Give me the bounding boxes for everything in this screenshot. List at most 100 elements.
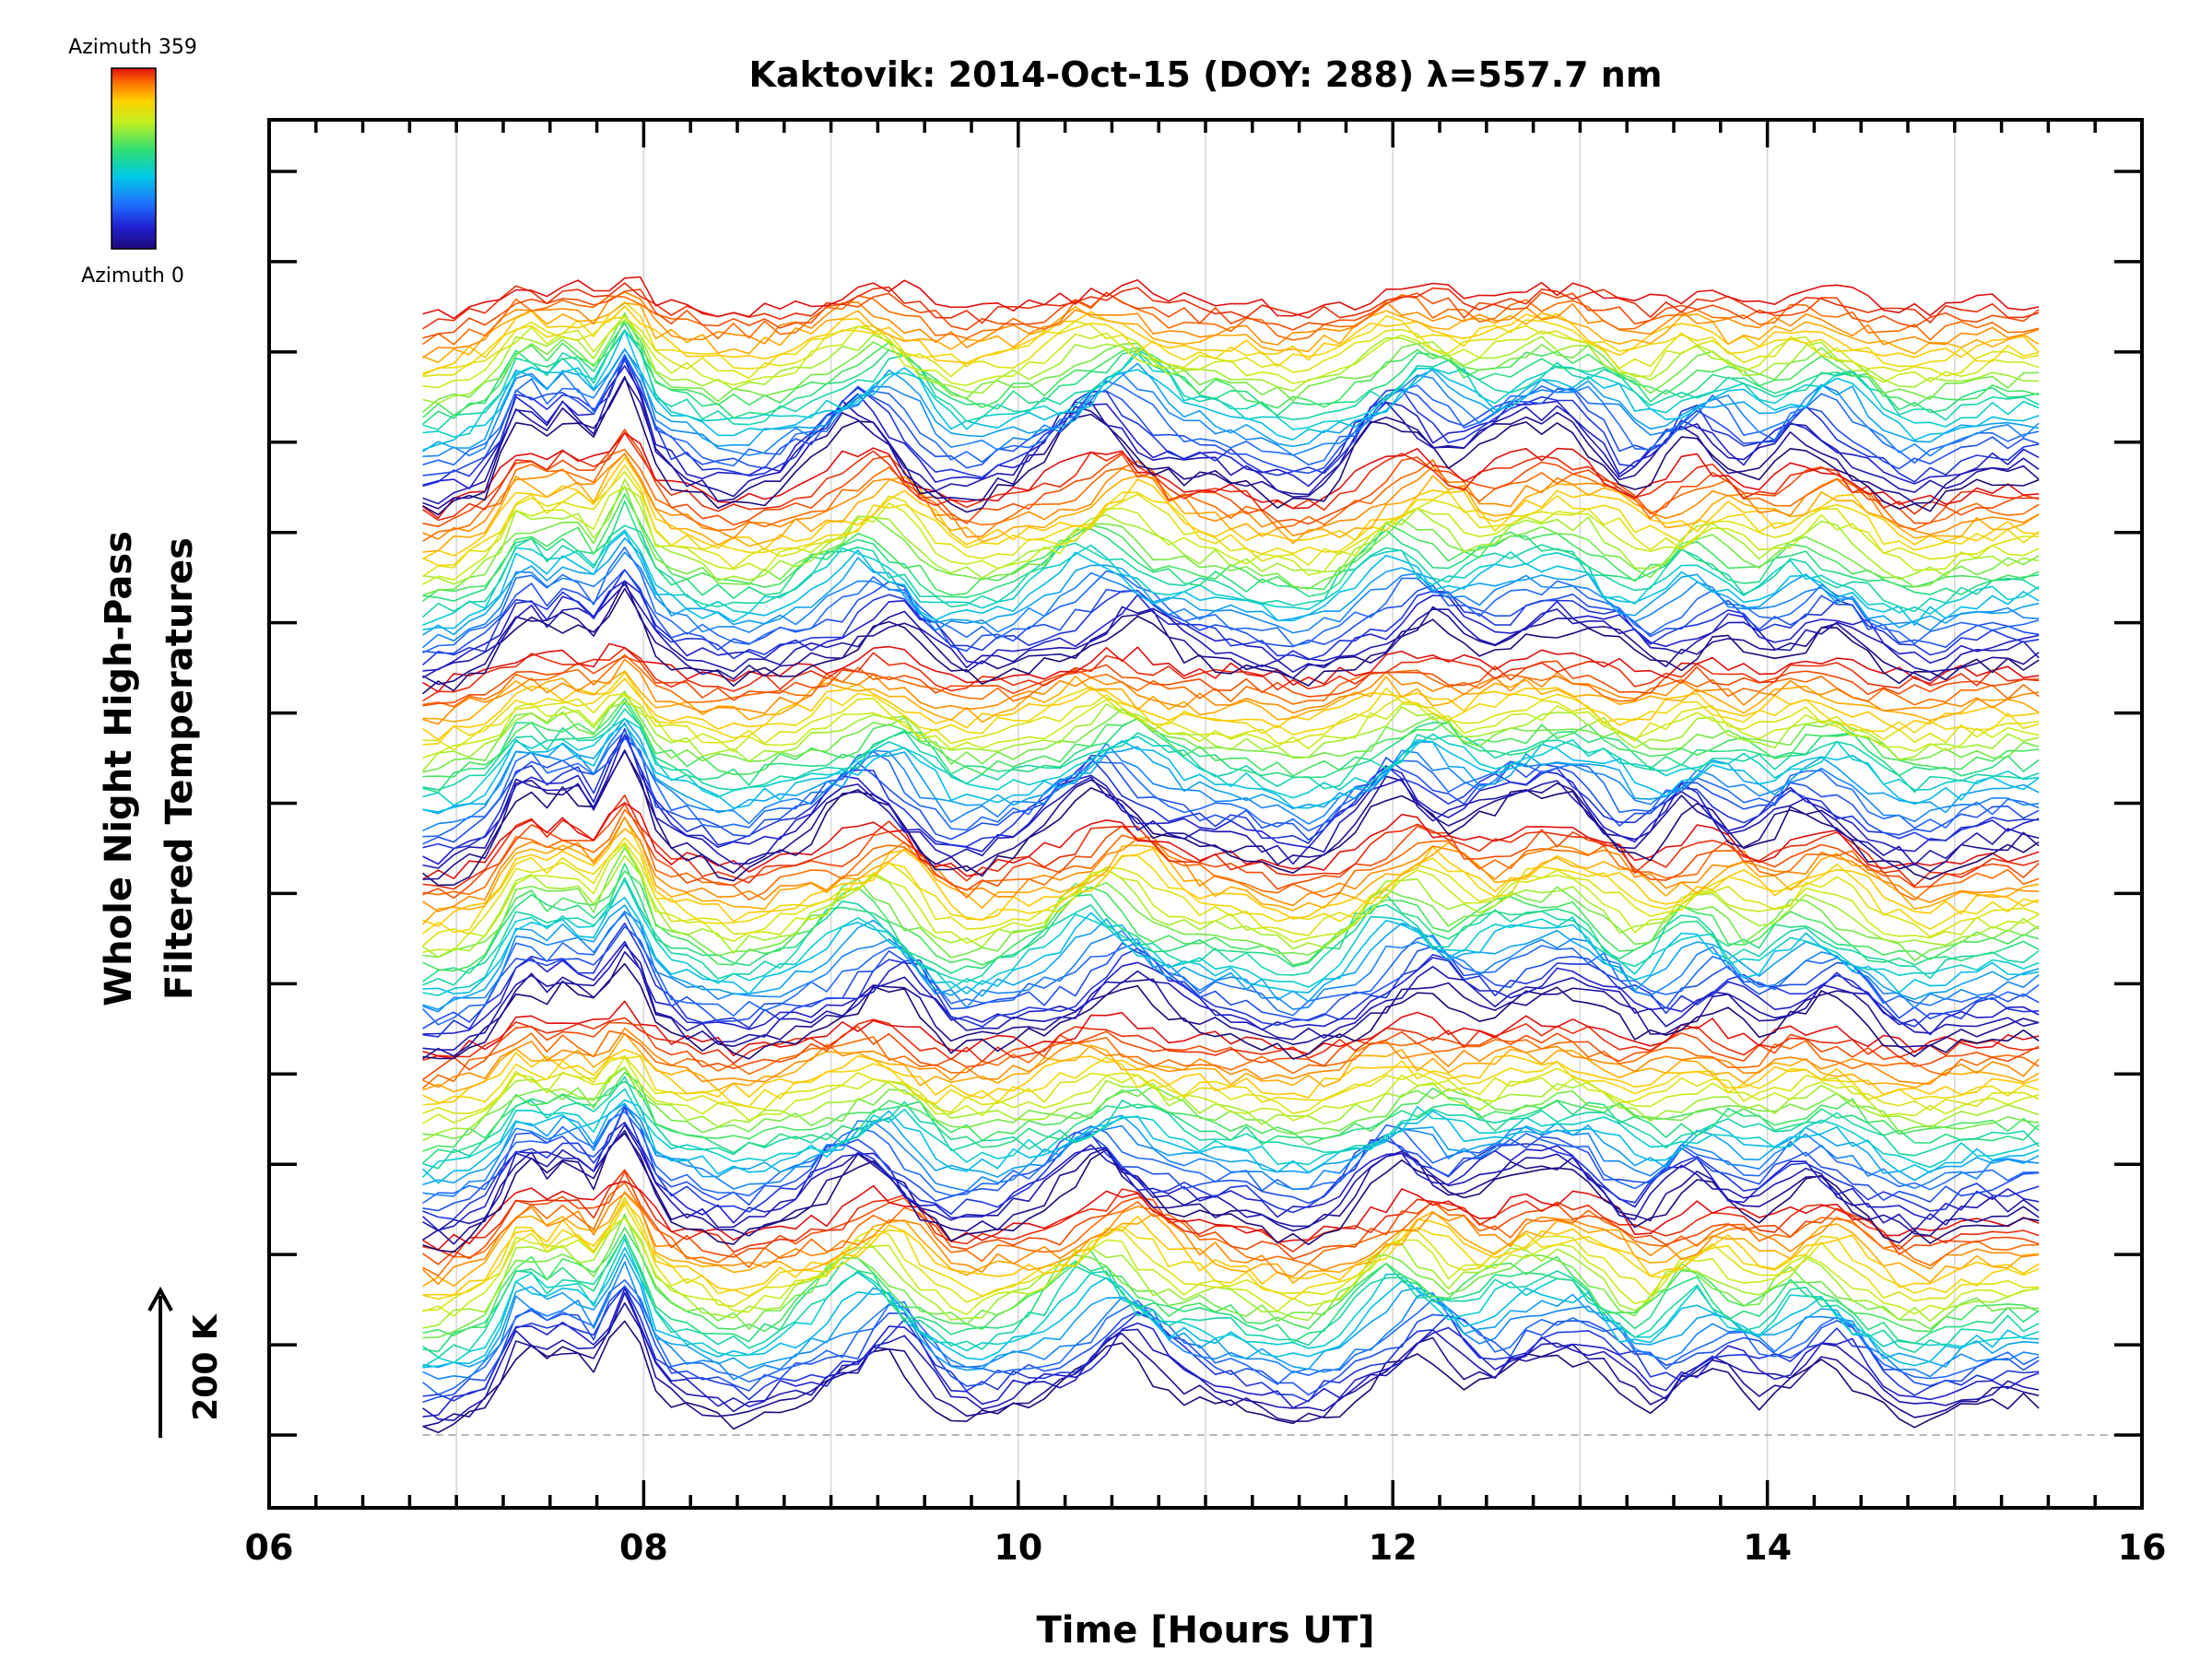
x-axis-label: Time [Hours UT] [1037, 1609, 1375, 1652]
series-line-azimuth [422, 1122, 2040, 1231]
series-line-azimuth [422, 322, 2040, 425]
x-tick-label: 08 [619, 1527, 668, 1568]
series-line-azimuth [422, 730, 2040, 838]
series-line-azimuth [422, 912, 2040, 1026]
series-line-azimuth [422, 808, 2040, 901]
series-line-azimuth [422, 305, 2040, 374]
series-line-azimuth [422, 1106, 2040, 1220]
series-line-azimuth [422, 1032, 2040, 1093]
series-line-azimuth [422, 377, 2040, 510]
series-line-azimuth [422, 353, 2040, 467]
colorbar-gradient [111, 67, 157, 250]
series-line-azimuth [422, 582, 2040, 679]
series-line-azimuth [422, 843, 2040, 953]
series-line-azimuth [422, 453, 2040, 540]
series-line-azimuth [422, 1021, 2040, 1081]
series-line-azimuth [422, 537, 2040, 636]
series-line-azimuth [422, 359, 2040, 505]
colorbar: Azimuth 359 Azimuth 0 [68, 36, 197, 288]
series-line-azimuth [422, 1049, 2040, 1104]
series-line-azimuth [422, 670, 2040, 724]
series-line-azimuth [422, 1285, 2040, 1404]
series-line-azimuth [422, 724, 2040, 813]
series-line-azimuth [422, 314, 2040, 389]
series-line-azimuth [422, 1066, 2040, 1142]
series-line-azimuth [422, 1291, 2040, 1421]
series-line-azimuth [422, 962, 2040, 1060]
series-line-azimuth [422, 319, 2040, 405]
series-line-azimuth [422, 1191, 2040, 1288]
series-line-azimuth [422, 500, 2040, 602]
series-line-azimuth [422, 708, 2040, 794]
series-line-azimuth [422, 1217, 2040, 1317]
series-line-azimuth [422, 486, 2040, 585]
series-line-azimuth [422, 828, 2040, 925]
series-line-azimuth [422, 330, 2040, 430]
series-line-azimuth [422, 1247, 2040, 1369]
series-line-azimuth [422, 816, 2040, 927]
series-line-azimuth [422, 697, 2040, 778]
series-line-azimuth [422, 1017, 2040, 1065]
series-line-azimuth [422, 658, 2040, 725]
series-line-azimuth [422, 580, 2040, 686]
series-layer [421, 276, 2040, 1434]
series-line-azimuth [422, 694, 2040, 759]
chart-title: Kaktovik: 2014-Oct-15 (DOY: 288) λ=557.7… [749, 54, 1663, 95]
x-tick-label: 16 [2118, 1527, 2167, 1568]
series-line-azimuth [422, 655, 2040, 707]
series-line-azimuth [422, 429, 2040, 528]
series-line-azimuth [422, 448, 2040, 542]
series-line-azimuth [422, 431, 2040, 522]
series-line-azimuth [422, 925, 2040, 1030]
series-line-azimuth [422, 722, 2040, 832]
series-line-azimuth [422, 854, 2040, 959]
series-line-azimuth [422, 291, 2040, 359]
series-line-azimuth [422, 531, 2040, 630]
series-line-azimuth [422, 1099, 2040, 1184]
series-line-azimuth [422, 1132, 2040, 1253]
series-line-azimuth [422, 485, 2040, 596]
series-line-azimuth [422, 1238, 2040, 1368]
series-line-azimuth [422, 1302, 2040, 1428]
series-line-azimuth [422, 312, 2040, 414]
series-line-azimuth [422, 692, 2040, 751]
series-line-azimuth [422, 1105, 2040, 1212]
scale-bar-arrow-head [147, 1286, 173, 1312]
series-line-azimuth [422, 1288, 2040, 1418]
x-tick-label: 10 [994, 1527, 1042, 1568]
series-line-azimuth [422, 653, 2040, 708]
series-line-azimuth [422, 288, 2040, 339]
series-line-azimuth [422, 1213, 2040, 1339]
series-line-azimuth [422, 944, 2040, 1051]
series-line-azimuth [422, 375, 2040, 516]
series-line-azimuth [422, 524, 2040, 618]
series-line-azimuth [422, 1088, 2040, 1178]
series-line-azimuth [422, 734, 2040, 869]
grid-layer [422, 120, 2142, 1508]
colorbar-label-bottom: Azimuth 0 [81, 265, 184, 288]
series-line-azimuth [422, 1071, 2040, 1152]
series-line-azimuth [422, 841, 2040, 947]
series-line-azimuth [422, 291, 2040, 346]
series-line-azimuth [422, 750, 2040, 887]
series-line-azimuth [422, 1200, 2040, 1296]
series-line-azimuth [422, 1055, 2040, 1114]
series-line-azimuth [422, 701, 2040, 794]
series-line-azimuth [422, 794, 2040, 890]
series-line-azimuth [422, 870, 2040, 972]
series-line-azimuth [422, 569, 2040, 654]
series-line-azimuth [422, 816, 2040, 912]
series-line-azimuth [422, 276, 2040, 320]
scale-bar: 200 K [147, 1286, 225, 1438]
series-line-azimuth [422, 802, 2040, 880]
series-line-azimuth [422, 1104, 2040, 1197]
y-axis-label-line2: Filtered Temperatures [159, 537, 201, 1000]
series-line-azimuth [422, 1171, 2040, 1265]
x-tick-labels: 06 08 10 12 14 16 [245, 1527, 2167, 1568]
series-line-azimuth [422, 911, 2040, 1013]
series-line-azimuth [422, 642, 2040, 693]
series-line-azimuth [422, 580, 2040, 672]
series-line-azimuth [422, 877, 2040, 986]
colorbar-label-top: Azimuth 359 [68, 36, 197, 59]
